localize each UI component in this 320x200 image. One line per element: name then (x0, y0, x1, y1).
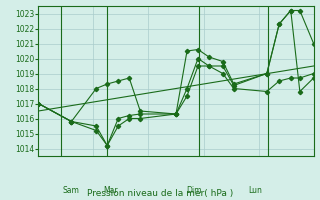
Text: Sam: Sam (62, 186, 79, 195)
Text: Pression niveau de la mer( hPa ): Pression niveau de la mer( hPa ) (87, 189, 233, 198)
Text: Dim: Dim (186, 186, 202, 195)
Text: Lun: Lun (248, 186, 262, 195)
Text: Mar: Mar (104, 186, 118, 195)
